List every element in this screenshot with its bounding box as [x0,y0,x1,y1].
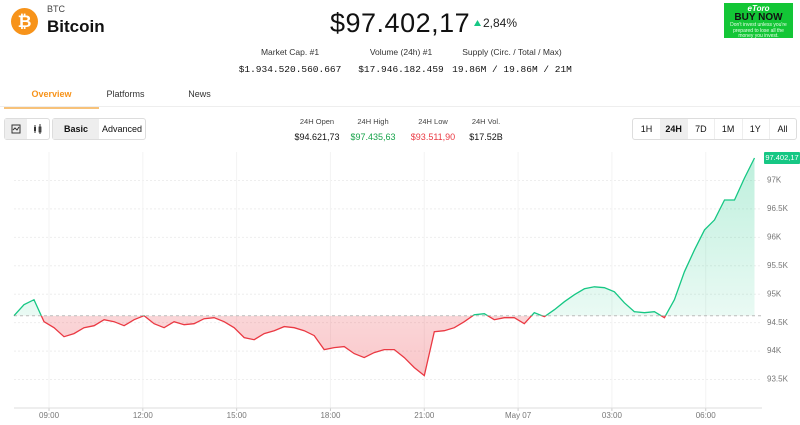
area-up [14,158,755,316]
ad-disclaimer: Don't invest unless you're prepared to l… [730,22,787,38]
price: $97.402,17 [330,8,471,38]
price-tag [764,152,800,165]
range-button[interactable]: 1M [715,119,743,139]
coin-icon: ₿ [11,8,38,35]
day-stat-label: 24H High [357,117,389,126]
stat-label: Supply (Circ. / Total / Max) [462,47,562,57]
view-toggle[interactable] [4,118,50,140]
price-line-down [14,315,667,377]
day-stat-label: 24H Open [299,117,335,126]
day-stat-label: 24H Vol. [471,117,501,126]
y-tick-label: 97K [767,176,782,185]
day-stat-value: $97.435,63 [350,132,396,142]
day-stat: 24H Low $93.511,90 [398,117,468,142]
y-tick-label: 93.5K [767,375,789,384]
x-tick-label: 09:00 [39,411,60,420]
y-tick-label: 94K [767,346,782,355]
stat-value: 19.86M / 19.86M / 21M [452,64,572,75]
ad-brand: eToro [747,4,770,13]
stat: Volume (24h) #1 $17.946.182.459 [326,47,476,75]
day-stat-label: 24H Low [418,117,448,126]
x-tick-label: 21:00 [414,411,435,420]
day-stat-value: $93.511,90 [410,132,456,142]
price-change: 2,84% [483,16,518,30]
range-buttons: 1H 24H 7D 1M 1Y All [632,118,797,140]
range-button[interactable]: All [769,119,796,139]
price-line-up [13,157,756,316]
coin-symbol: BTC [47,4,65,14]
day-stat: 24H Vol. $17.52B [451,117,521,142]
stat: Supply (Circ. / Total / Max) 19.86M / 19.… [437,47,587,75]
day-stat: 24H High $97.435,63 [338,117,408,142]
area-down [14,315,755,376]
x-tick-label: 15:00 [227,411,248,420]
x-tick-label: 06:00 [696,411,717,420]
range-button[interactable]: 1Y [742,119,770,139]
mode-button[interactable]: Advanced [101,124,143,134]
ad-cta[interactable]: BUY NOW [734,12,783,23]
y-tick-label: 96.5K [767,204,789,213]
tabs: Overview Platforms News [0,86,800,109]
y-tick-label: 96K [767,232,782,241]
range-button[interactable]: 7D [687,119,716,139]
stat-value: $17.946.182.459 [358,64,444,75]
range-button[interactable]: 24H [660,119,689,139]
x-tick-label: May 07 [505,411,532,420]
price-tag-label: 97.402,17 [765,153,798,162]
stat: Market Cap. #1 $1.934.520.560.667 [215,47,365,75]
day-stat: 24H Open $94.621,73 [282,117,352,142]
up-arrow [474,20,481,26]
day-stat-value: $17.52B [469,132,503,142]
y-tick-label: 95.5K [767,261,789,270]
chart-modes: Basic Advanced [52,118,146,140]
x-tick-label: 12:00 [133,411,154,420]
stat-value: $1.934.520.560.667 [238,64,342,75]
price-chart: 93.5K 94K 94.5K 95K 95.5K 96K 96.5K 97K 09:00 12:… [13,152,800,420]
stat-label: Market Cap. #1 [260,47,320,57]
tab[interactable]: Overview [4,89,99,109]
ad-banner[interactable]: eToro BUY NOW Don't invest unless you're… [724,3,793,38]
range-button[interactable]: 1H [633,119,661,139]
coin-name: Bitcoin [47,17,105,36]
stat-label: Volume (24h) #1 [369,47,433,57]
tab[interactable]: Platforms [106,89,145,99]
day-stat-value: $94.621,73 [294,132,340,142]
x-tick-label: 03:00 [602,411,623,420]
x-tick-label: 18:00 [320,411,341,420]
y-tick-label: 95K [767,289,782,298]
y-tick-label: 94.5K [767,318,789,327]
tab[interactable]: News [188,89,211,99]
mode-button[interactable]: Basic [53,119,99,139]
view-icons [5,119,42,139]
